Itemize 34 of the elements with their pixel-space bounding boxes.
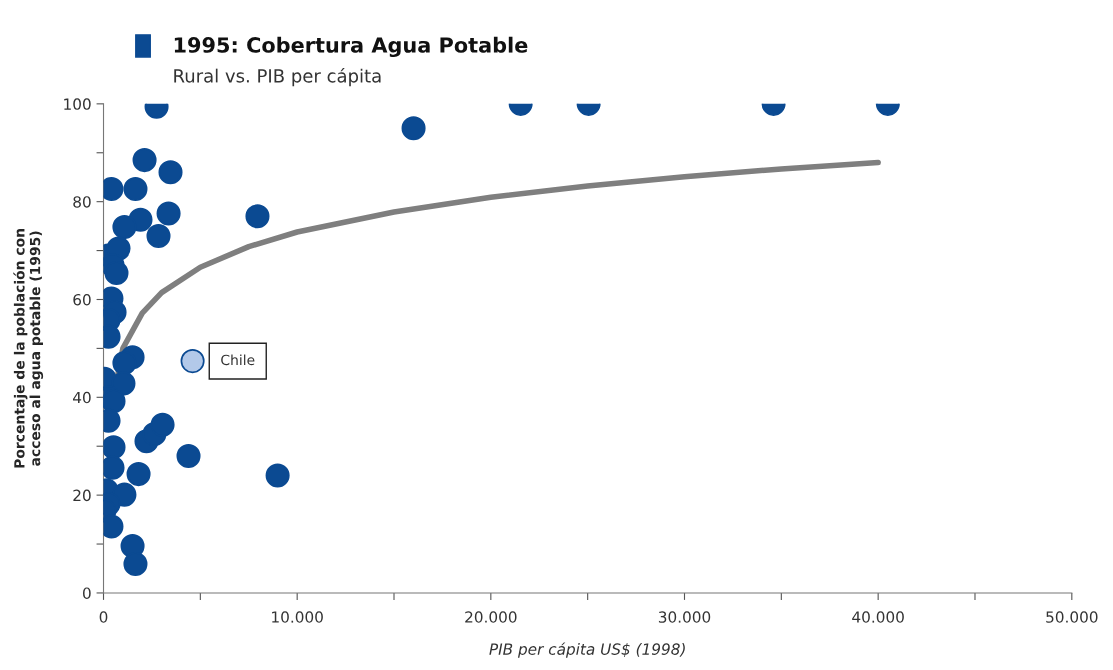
y-tick-label: 60 — [73, 293, 91, 306]
point — [146, 223, 171, 248]
point — [265, 463, 290, 488]
point — [150, 412, 175, 437]
y-axis-title: Porcentaje de la población con acceso al agua potable (1995) — [13, 229, 44, 468]
x-tick-label: 50.000 — [1046, 611, 1098, 623]
point — [132, 148, 157, 173]
point — [180, 349, 205, 374]
y-tick-label: 100 — [64, 98, 91, 110]
point — [245, 204, 270, 229]
chart-title: 1995: Cobertura Agua Potable — [174, 36, 528, 58]
point — [112, 351, 137, 376]
y-tick-label: 20 — [73, 489, 91, 502]
point — [103, 435, 126, 460]
point — [104, 261, 129, 286]
annotation: Chile — [221, 354, 255, 366]
point — [123, 552, 148, 577]
x-tick-label: 40.000 — [852, 611, 904, 623]
y-tick-label: 0 — [82, 587, 91, 599]
x-axis-title: PIB per cápita US$ (1998) — [489, 642, 685, 658]
point — [401, 116, 426, 141]
x-tick-label: 20.000 — [465, 611, 517, 623]
chart-subtitle: Rural vs. PIB per cápita — [174, 67, 381, 87]
x-tick-label: 0 — [99, 611, 108, 623]
x-tick-label: 30.000 — [658, 611, 711, 623]
point — [126, 462, 151, 487]
y-tick-label: 40 — [73, 391, 91, 404]
y-tick-label: 80 — [73, 196, 91, 208]
point — [156, 201, 181, 226]
point — [123, 176, 148, 201]
point — [158, 160, 183, 185]
point — [112, 215, 137, 240]
x-tick-label: 10.000 — [272, 611, 323, 623]
point — [176, 443, 201, 469]
